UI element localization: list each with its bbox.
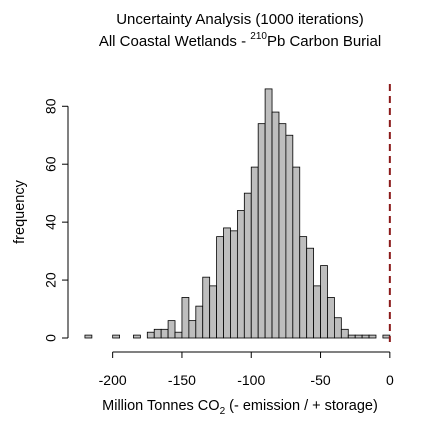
y-tick-label: 80: [43, 98, 59, 114]
histogram-bar: [382, 334, 391, 339]
x-tick-label: -150: [168, 372, 196, 388]
histogram-bar: [174, 331, 183, 339]
y-axis-label: frequency: [12, 179, 28, 243]
histogram-bar: [146, 331, 155, 339]
histogram-bar: [230, 230, 238, 339]
x-axis-label-suffix: (- emission / + storage): [225, 398, 378, 414]
histogram-bar: [333, 317, 342, 339]
histogram-bar: [243, 192, 252, 339]
histogram-bar: [236, 210, 245, 339]
histogram-bar: [299, 236, 308, 339]
histogram-bar: [285, 134, 294, 339]
x-axis-label-prefix: Million Tonnes CO: [102, 398, 219, 414]
histogram-bar: [347, 334, 356, 339]
histogram-bar: [292, 166, 301, 339]
histogram-bar: [250, 166, 259, 339]
histogram-bar: [320, 265, 328, 339]
x-axis-label-subscript: 2: [220, 406, 226, 417]
chart-subtitle-prefix: All Coastal Wetlands -: [99, 33, 250, 50]
histogram-bar: [278, 123, 287, 339]
histogram-bar: [84, 334, 93, 339]
histogram-bar: [202, 276, 211, 339]
x-tick-label: -100: [237, 372, 265, 388]
histogram-bar: [264, 88, 273, 339]
histogram-bar: [153, 328, 162, 339]
histogram-bar: [188, 320, 197, 339]
histogram-bar: [368, 334, 377, 339]
y-tick-label: 0: [43, 334, 59, 342]
histogram-bar: [340, 328, 349, 339]
histogram-bar: [354, 334, 363, 339]
x-axis-label: Million Tonnes CO2 (- emission / + stora…: [102, 398, 378, 417]
histogram-bar: [112, 334, 120, 339]
histogram-bar: [306, 247, 315, 339]
histogram-bar: [160, 328, 169, 339]
histogram-bar: [195, 305, 204, 339]
x-tick-label: -50: [310, 372, 330, 388]
histogram-bar: [271, 111, 280, 339]
y-axis: 0 20 40 60 80: [43, 98, 69, 342]
histogram-bar: [133, 334, 141, 339]
histogram-bar: [313, 285, 321, 339]
histogram-bar: [209, 285, 217, 339]
histogram-bar: [257, 123, 266, 339]
chart-title: Uncertainty Analysis (1000 iterations): [116, 11, 364, 28]
x-tick-label: -200: [99, 372, 127, 388]
histogram-bar: [167, 320, 176, 339]
x-axis: -200 -150 -100 -50 0: [99, 351, 394, 388]
y-tick-label: 60: [43, 156, 59, 172]
histogram-bar: [223, 227, 231, 339]
y-tick-label: 20: [43, 272, 59, 288]
histogram-bar: [327, 297, 335, 339]
chart-subtitle-suffix: Pb Carbon Burial: [267, 33, 381, 50]
chart-subtitle: All Coastal Wetlands - 210Pb Carbon Buri…: [99, 31, 381, 50]
x-tick-label: 0: [386, 372, 394, 388]
histogram-bar: [216, 236, 224, 339]
histogram-bar: [361, 334, 370, 339]
y-tick-label: 40: [43, 214, 59, 230]
histogram-bars: [84, 88, 391, 339]
histogram-bar: [181, 297, 190, 339]
chart-subtitle-superscript: 210: [250, 31, 267, 42]
